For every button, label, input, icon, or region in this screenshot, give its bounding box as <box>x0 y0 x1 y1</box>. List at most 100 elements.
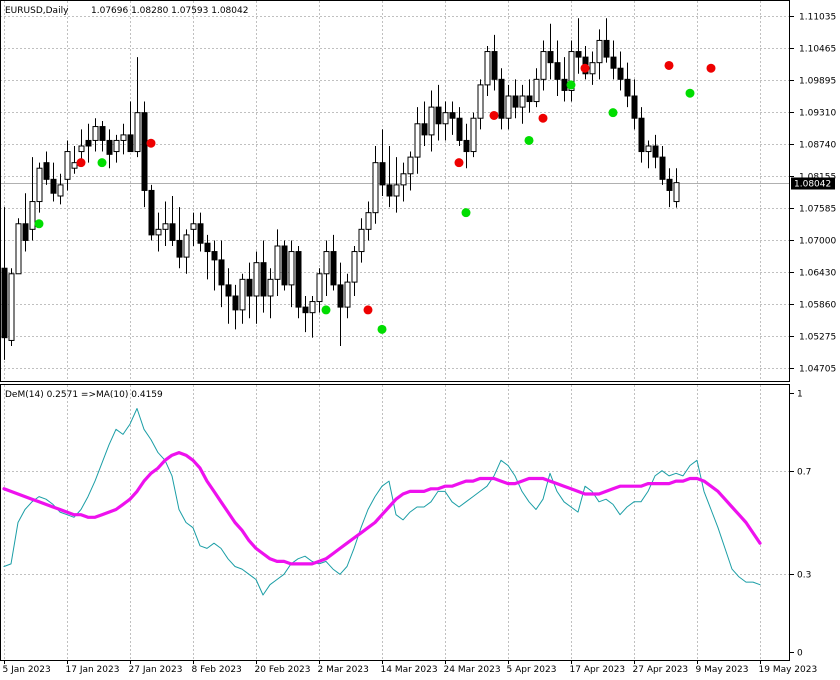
candle-body-bearish <box>50 178 57 194</box>
candle-body-bullish <box>673 182 680 203</box>
sell-signal-dot <box>76 158 86 168</box>
candle-body-bullish <box>372 162 379 214</box>
candle-body-bearish <box>22 223 29 241</box>
candle-body-bearish <box>666 178 673 191</box>
candle-body-bullish <box>414 123 421 158</box>
candle-body-bullish <box>470 117 477 153</box>
candle-body-bearish <box>554 62 561 80</box>
candle-body-bearish <box>491 51 498 80</box>
buy-signal-dot <box>321 305 331 315</box>
candle-body-bearish <box>218 259 225 286</box>
candle-body-bearish <box>421 123 428 136</box>
candle-body-bullish <box>239 278 246 311</box>
candle-body-bearish <box>99 126 106 141</box>
candle-body-bearish <box>302 306 309 314</box>
candle-body-bullish <box>288 251 295 286</box>
candle-body-bearish <box>211 251 218 261</box>
candle-body-bearish <box>638 117 645 153</box>
buy-signal-dot <box>34 219 44 229</box>
candle-body-bearish <box>148 189 155 236</box>
candle-body-bearish <box>435 106 442 125</box>
candle-body-bullish <box>428 106 435 136</box>
candle-body-bullish <box>162 223 169 230</box>
buy-signal-dot <box>97 158 107 168</box>
price-tick-label: 1.04705 <box>799 365 836 375</box>
candle-body-bearish <box>526 95 533 103</box>
indicator-axis: 1 0.7 0.3 0 <box>790 390 811 659</box>
candle-body-bearish <box>575 51 582 58</box>
price-tick-label: 1.05860 <box>799 301 836 311</box>
candle-body-bullish <box>36 167 43 203</box>
dem-line <box>3 408 761 596</box>
candle-body-bearish <box>141 112 148 191</box>
candle-body-bullish <box>533 78 540 103</box>
candle-body-bullish <box>393 184 400 197</box>
candle-body-bearish <box>281 245 288 286</box>
candle-body-bullish <box>190 223 197 230</box>
time-tick-label: 24 Mar 2023 <box>444 665 501 675</box>
candle-body-bullish <box>351 251 358 283</box>
candle-body-bearish <box>169 223 176 241</box>
candle-body-bearish <box>603 39 610 58</box>
candle-body-bullish <box>596 39 603 64</box>
candle-body-bearish <box>106 139 113 155</box>
candle-body-bearish <box>232 295 239 311</box>
candle-body-bearish <box>1 267 8 339</box>
candle-body-bullish <box>540 51 547 80</box>
candle-body-bearish <box>617 67 624 80</box>
candle-body-bearish <box>456 117 463 141</box>
sell-signal-dot <box>664 60 674 70</box>
time-tick-label: 5 Jan 2023 <box>3 665 51 675</box>
candle-body-bearish <box>337 284 344 308</box>
indicator-label: DeM(14) 0.2571 =>MA(10) 0.4159 <box>5 390 163 400</box>
indicator-panel-frame <box>0 384 790 661</box>
price-tick-label: 1.05275 <box>799 333 836 343</box>
candle-body-bullish <box>407 156 414 175</box>
sell-signal-dot <box>580 63 590 73</box>
candle-body-bullish <box>589 62 596 75</box>
sell-signal-dot <box>146 138 156 148</box>
sell-signal-dot <box>538 113 548 123</box>
price-tick-label: 1.06430 <box>799 269 836 279</box>
indicator-tick-label: 1 <box>797 390 803 400</box>
candle-body-bullish <box>645 145 652 153</box>
indicator-tick-label: 0.3 <box>797 571 811 581</box>
candle-body-bearish <box>197 223 204 244</box>
candle-body-bearish <box>295 251 302 308</box>
time-tick-label: 19 May 2023 <box>759 665 818 675</box>
candle-body-bullish <box>120 134 127 141</box>
panel-frames <box>0 0 790 661</box>
candle-body-bearish <box>127 134 134 153</box>
current-price-tag: 1.08042 <box>791 177 835 190</box>
time-tick-label: 9 May 2023 <box>696 665 749 675</box>
price-tick-label: 1.11035 <box>799 13 836 23</box>
candle-body-bullish <box>113 139 120 153</box>
candle-body-bullish <box>155 228 162 236</box>
candle-body-bearish <box>386 184 393 197</box>
candle-body-bearish <box>547 51 554 64</box>
price-tick-label: 1.07585 <box>799 205 836 215</box>
candle-body-bearish <box>204 242 211 253</box>
candle-body-bullish <box>519 95 526 108</box>
price-tick-label: 1.09895 <box>799 77 836 87</box>
candle-body-bearish <box>176 239 183 258</box>
candle-body-bearish <box>246 278 253 297</box>
time-tick-label: 17 Apr 2023 <box>570 665 626 675</box>
time-tick-label: 17 Jan 2023 <box>66 665 120 675</box>
candle-body-bullish <box>477 84 484 119</box>
price-panel-frame <box>0 0 790 382</box>
candle-body-bullish <box>365 212 372 230</box>
indicator-lines-layer <box>2 408 762 596</box>
sell-signal-dot <box>363 305 373 315</box>
time-tick-label: 5 Apr 2023 <box>507 665 557 675</box>
buy-signal-dot <box>608 108 618 118</box>
current-price-text: 1.08042 <box>794 180 831 190</box>
time-tick-label: 27 Apr 2023 <box>633 665 689 675</box>
candle-body-bullish <box>71 162 78 169</box>
buy-signal-dot <box>685 88 695 98</box>
time-tick-label: 14 Mar 2023 <box>381 665 438 675</box>
time-axis: 5 Jan 2023 17 Jan 2023 27 Jan 2023 8 Feb 20… <box>3 660 818 675</box>
time-tick-label: 8 Feb 2023 <box>192 665 242 675</box>
sell-signal-dot <box>489 110 499 120</box>
